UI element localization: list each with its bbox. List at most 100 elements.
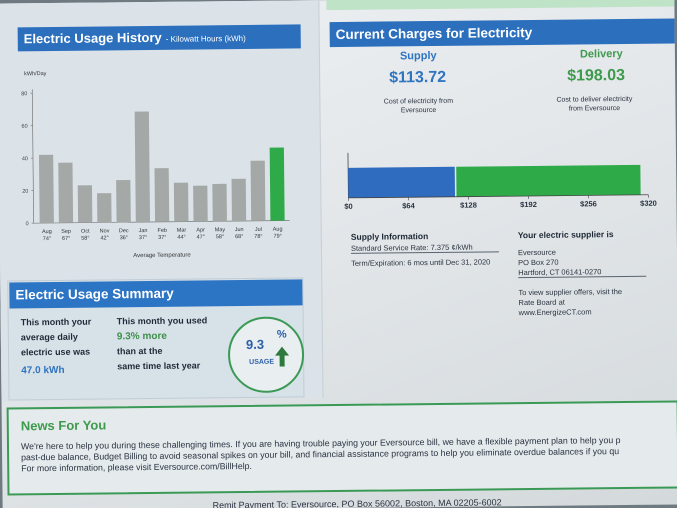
charges-bar-tick-label: $0 (344, 202, 352, 211)
chart-temperature-label: 79° (274, 234, 282, 240)
chart-y-tick-label: 80 (21, 91, 27, 97)
chart-bar (231, 178, 247, 222)
supplier-address2: Hartford, CT 06141-0270 (518, 266, 647, 279)
chart-y-tick-label: 40 (22, 156, 28, 162)
charges-bar-tick-label: $192 (520, 200, 537, 209)
usage-badge-percent: % (276, 328, 287, 341)
chart-x-tick-label: Feb (157, 228, 167, 234)
chart-x-tick-label: May (215, 227, 226, 233)
chart-y-tick-label: 20 (22, 189, 28, 195)
chart-temperature-label: 74° (43, 236, 51, 242)
charges-bar-tick-label: $320 (640, 199, 657, 208)
delivery-desc-line2: from Eversource (568, 105, 621, 113)
chart-y-axis (31, 89, 35, 224)
chart-temperature-label: 37° (158, 235, 166, 241)
chart-bar (193, 185, 208, 222)
chart-x-tick-label: Mar (177, 228, 187, 234)
chart-bar (58, 162, 74, 223)
supply-desc-line2: Eversource (400, 106, 437, 115)
usage-history-chart: kWh/Day020406080Aug74°Sep67°Oct58°Nov42°… (21, 71, 290, 260)
chart-x-tick-label: Jul (255, 227, 262, 233)
charges-bar-tick-label: $64 (402, 201, 415, 210)
delivery-label: Delivery (579, 48, 623, 61)
chart-x-tick-label: Dec (119, 228, 129, 234)
chart-temperature-label: 67° (62, 236, 70, 242)
usage-summary-box: Electric Usage Summary This month your a… (7, 277, 305, 401)
supply-description: Cost of electricity from Eversource (363, 97, 473, 116)
chart-temperature-label: 58° (216, 234, 224, 240)
chart-temperature-label: 42° (100, 235, 108, 241)
summary-compare-line4: same time last year (117, 360, 201, 372)
supplier-title: Your electric supplier is (517, 229, 614, 241)
current-charges-header: Current Charges for Electricity (329, 18, 675, 48)
chart-x-tick-label: Jun (235, 227, 244, 233)
supplier-website-link[interactable]: www.EnergizeCT.com (518, 307, 592, 318)
chart-bar (134, 111, 151, 223)
charges-bar-tick-label: $256 (580, 199, 597, 208)
supply-amount: $113.72 (389, 68, 447, 87)
chart-temperature-label: 68° (235, 234, 243, 240)
chart-x-tick-label: Oct (81, 229, 90, 235)
chart-x-axis-label: Average Temperature (133, 253, 191, 260)
charges-bar-chart: $0 $64 $128 $192 $256 $320 (344, 152, 657, 211)
chart-temperature-label: 36° (120, 235, 128, 241)
chart-bar (77, 185, 93, 223)
usage-change-badge: 9.3 % USAGE (227, 316, 305, 394)
summary-compare: This month you used 9.3% more than at th… (117, 313, 208, 374)
chart-bar (38, 154, 54, 224)
summary-daily-value: 47.0 kWh (21, 364, 65, 377)
chart-bar (212, 183, 227, 222)
chart-bar (116, 179, 131, 223)
charges-panel: Current Charges for Electricity Supply $… (326, 0, 677, 398)
chart-y-axis-label: kWh/Day (24, 71, 47, 77)
chart-y-tick-label: 60 (21, 124, 27, 130)
chart-x-tick-label: Nov (100, 228, 110, 234)
delivery-bar-segment (456, 164, 641, 197)
chart-x-tick-label: Aug (273, 227, 283, 233)
supplier-name: Eversource (517, 247, 556, 258)
supply-bar-segment (348, 166, 456, 198)
usage-history-header: Electric Usage History - Kilowatt Hours (… (17, 24, 301, 52)
supply-rate: Standard Service Rate: 7.375 ¢/kWh (350, 242, 499, 254)
summary-compare-value: 9.3% more (116, 330, 167, 343)
summary-daily-line3: electric use was (20, 346, 91, 358)
remit-address: Remit Payment To: Eversource, PO Box 560… (212, 497, 502, 508)
delivery-amount: $198.03 (567, 66, 626, 85)
news-title: News For You (20, 417, 107, 434)
chart-bar (250, 160, 266, 221)
chart-temperature-label: 44° (177, 235, 185, 241)
chart-y-tick-label: 0 (26, 221, 29, 227)
chart-temperature-label: 58° (81, 236, 89, 242)
supply-term: Term/Expiration: 6 mos until Dec 31, 202… (351, 257, 491, 268)
chart-x-tick-label: Aug (42, 229, 52, 235)
chart-bar (154, 168, 170, 222)
chart-temperature-label: 78° (254, 234, 262, 240)
chart-temperature-label: 47° (197, 234, 205, 240)
usage-badge-value: 9.3 (245, 336, 265, 352)
arrow-up-icon (275, 346, 290, 367)
summary-compare-line1: This month you used (116, 315, 208, 327)
summary-daily-line2: average daily (20, 331, 78, 343)
usage-summary-title: Electric Usage Summary (15, 285, 174, 303)
chart-x-tick-label: Jan (139, 228, 148, 234)
current-charges-title: Current Charges for Electricity (335, 24, 533, 43)
summary-compare-line3: than at the (116, 345, 163, 357)
supply-label: Supply (399, 49, 437, 63)
supplier-offers-line2: Rate Board at (518, 297, 565, 308)
usage-panel: Electric Usage History - Kilowatt Hours (… (0, 0, 324, 402)
charges-bar-tick-label: $128 (460, 201, 477, 210)
summary-daily-use: This month your average daily electric u… (21, 315, 92, 379)
summary-daily-line1: This month your (20, 316, 92, 328)
usage-history-subtitle: - Kilowatt Hours (kWh) (165, 33, 246, 44)
news-box: News For You We're here to help you duri… (6, 400, 677, 496)
usage-history-title: Electric Usage History (23, 29, 162, 47)
news-body: We're here to help you during these chal… (21, 434, 677, 474)
supplier-address1: PO Box 270 (518, 257, 559, 268)
delivery-description: Cost to deliver electricity from Eversou… (539, 95, 649, 114)
chart-bar (173, 182, 189, 222)
usage-summary-header: Electric Usage Summary (9, 279, 303, 309)
chart-x-tick-label: Apr (196, 227, 205, 233)
chart-x-tick-label: Sep (61, 229, 71, 235)
supply-info-title: Supply Information (350, 231, 429, 242)
